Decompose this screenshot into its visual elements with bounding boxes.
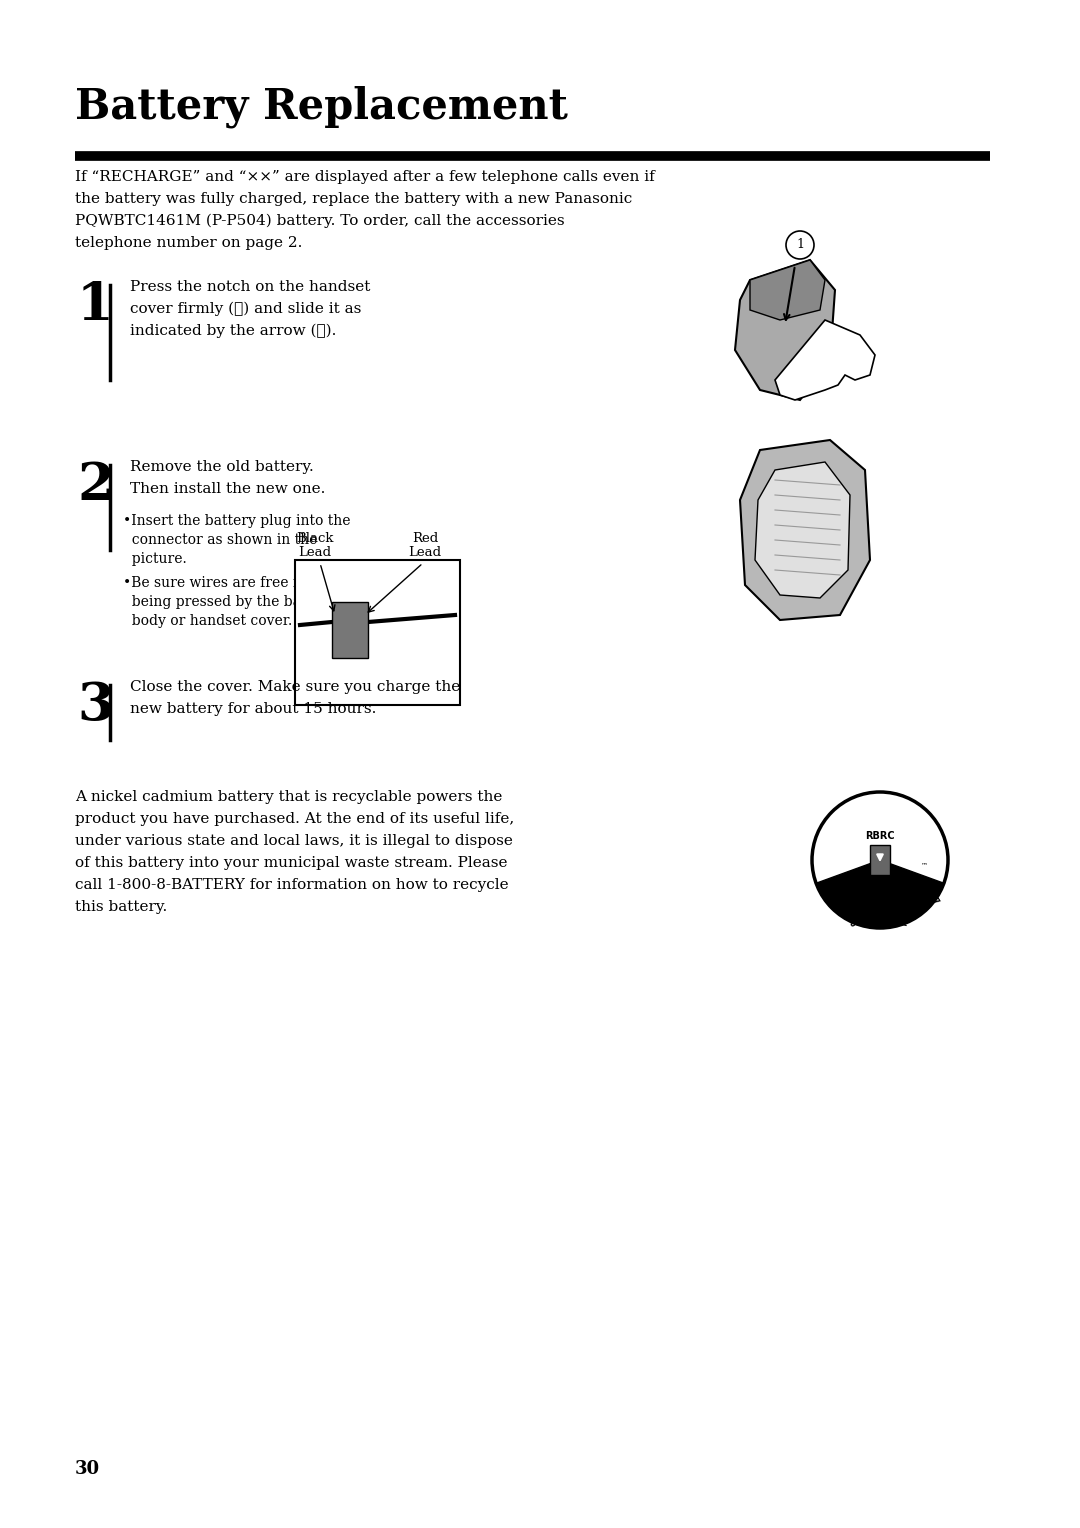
Text: •Insert the battery plug into the: •Insert the battery plug into the — [123, 513, 351, 529]
Text: new battery for about 15 hours.: new battery for about 15 hours. — [130, 701, 376, 717]
Text: Then install the new one.: Then install the new one. — [130, 481, 325, 497]
Text: under various state and local laws, it is illegal to dispose: under various state and local laws, it i… — [75, 834, 513, 848]
Bar — [295, 559, 460, 704]
Text: ™: ™ — [921, 862, 929, 868]
Text: product you have purchased. At the end of its useful life,: product you have purchased. At the end o… — [75, 811, 514, 827]
Text: the battery was fully charged, replace the battery with a new Panasonic: the battery was fully charged, replace t… — [75, 193, 632, 206]
Text: telephone number on page 2.: telephone number on page 2. — [75, 235, 302, 251]
Text: Black: Black — [296, 532, 334, 545]
Text: ·: · — [914, 908, 922, 917]
Polygon shape — [870, 845, 890, 876]
Text: of this battery into your municipal waste stream. Please: of this battery into your municipal wast… — [75, 856, 508, 869]
Text: PQWBTC1461M (P-P504) battery. To order, call the accessories: PQWBTC1461M (P-P504) battery. To order, … — [75, 214, 565, 228]
Polygon shape — [755, 461, 850, 597]
Text: ·: · — [878, 921, 881, 931]
Text: Remove the old battery.: Remove the old battery. — [130, 460, 314, 474]
Text: 1: 1 — [77, 280, 113, 332]
Text: RECYCLE: RECYCLE — [851, 807, 909, 821]
Text: ·: · — [838, 908, 846, 917]
Text: Lead: Lead — [298, 545, 332, 559]
Text: connector as shown in the: connector as shown in the — [123, 533, 318, 547]
Text: this battery.: this battery. — [75, 900, 167, 914]
Text: indicated by the arrow (②).: indicated by the arrow (②). — [130, 324, 336, 338]
Text: 3: 3 — [77, 680, 113, 730]
Text: picture.: picture. — [123, 552, 187, 565]
Polygon shape — [735, 260, 835, 400]
Text: 1: 1 — [820, 885, 831, 895]
Text: 2: 2 — [77, 460, 113, 510]
Text: A nickel cadmium battery that is recyclable powers the: A nickel cadmium battery that is recycla… — [75, 790, 502, 804]
Text: body or handset cover.: body or handset cover. — [123, 614, 293, 628]
Text: Close the cover. Make sure you charge the: Close the cover. Make sure you charge th… — [130, 680, 460, 694]
Text: Press the notch on the handset: Press the notch on the handset — [130, 280, 370, 293]
Text: Battery Replacement: Battery Replacement — [75, 86, 568, 127]
Bar — [332, 602, 368, 659]
Text: cover firmly (①) and slide it as: cover firmly (①) and slide it as — [130, 303, 362, 316]
Text: 30: 30 — [75, 1459, 100, 1478]
Wedge shape — [816, 860, 944, 927]
Text: If “RECHARGE” and “××” are displayed after a few telephone calls even if: If “RECHARGE” and “××” are displayed aft… — [75, 170, 654, 183]
Text: 822: 822 — [890, 915, 909, 929]
Text: 1: 1 — [796, 238, 804, 252]
Circle shape — [786, 231, 814, 260]
Text: Red: Red — [411, 532, 438, 545]
Circle shape — [812, 792, 948, 927]
Polygon shape — [740, 440, 870, 620]
Text: RBRC: RBRC — [865, 831, 895, 840]
Polygon shape — [750, 260, 825, 319]
Text: call 1-800-8-BATTERY for information on how to recycle: call 1-800-8-BATTERY for information on … — [75, 879, 509, 892]
Text: 8837: 8837 — [920, 883, 941, 908]
Text: Lead: Lead — [408, 545, 442, 559]
Polygon shape — [775, 319, 875, 400]
Text: •Be sure wires are free from: •Be sure wires are free from — [123, 576, 326, 590]
Text: Ni·Cd: Ni·Cd — [865, 885, 895, 895]
Text: being pressed by the battery: being pressed by the battery — [123, 594, 335, 610]
Text: 800: 800 — [849, 915, 867, 929]
